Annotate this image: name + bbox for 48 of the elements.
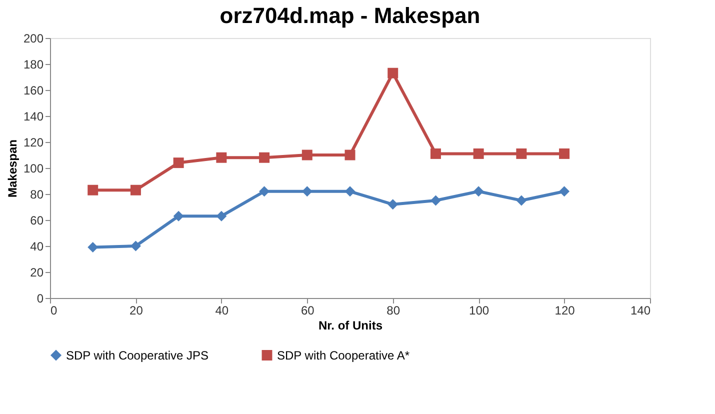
x-tick-label: 40 xyxy=(215,304,229,318)
point xyxy=(259,186,270,197)
chart-title: orz704d.map - Makespan xyxy=(220,3,480,28)
y-tick-label: 160 xyxy=(23,84,44,98)
point xyxy=(430,148,441,159)
point xyxy=(516,195,527,206)
point xyxy=(216,210,227,222)
y-tick-label: 100 xyxy=(23,162,44,176)
point xyxy=(388,68,398,78)
point xyxy=(344,186,356,197)
x-tick-label: 120 xyxy=(554,304,576,318)
x-tick-label: 100 xyxy=(469,304,490,318)
legend-label: SDP with Cooperative A* xyxy=(277,348,410,362)
y-tick-label: 20 xyxy=(30,266,44,280)
y-tick-label: 120 xyxy=(23,136,44,150)
y-tick-label: 40 xyxy=(30,240,44,254)
point xyxy=(559,148,570,159)
x-tick-label: 60 xyxy=(300,304,315,318)
x-tick-label: 0 xyxy=(50,304,58,318)
point xyxy=(173,158,184,168)
point xyxy=(130,240,141,252)
point xyxy=(216,152,227,163)
y-tick-label: 80 xyxy=(30,188,44,202)
point xyxy=(473,186,484,197)
point xyxy=(302,186,312,197)
point xyxy=(259,152,270,163)
y-tick-label: 60 xyxy=(30,214,44,228)
x-tick-label: 80 xyxy=(386,304,400,318)
point xyxy=(516,148,527,159)
x-tick-label: 140 xyxy=(630,304,651,318)
y-tick-label: 140 xyxy=(23,110,44,124)
point xyxy=(559,186,570,197)
point xyxy=(173,210,184,222)
point xyxy=(302,150,312,160)
point xyxy=(88,184,98,196)
x-axis-title: Nr. of Units xyxy=(318,318,383,332)
y-tick-label: 200 xyxy=(23,32,44,46)
legend-label: SDP with Cooperative JPS xyxy=(66,348,209,362)
point xyxy=(388,199,398,210)
point xyxy=(344,150,356,160)
x-tick-label: 20 xyxy=(130,304,144,318)
y-tick-label: 180 xyxy=(23,58,44,72)
point xyxy=(130,184,141,196)
y-axis-title: Makespan xyxy=(5,139,20,198)
y-tick-label: 0 xyxy=(36,292,44,306)
point xyxy=(88,242,98,253)
point xyxy=(430,195,441,206)
point xyxy=(473,148,484,159)
